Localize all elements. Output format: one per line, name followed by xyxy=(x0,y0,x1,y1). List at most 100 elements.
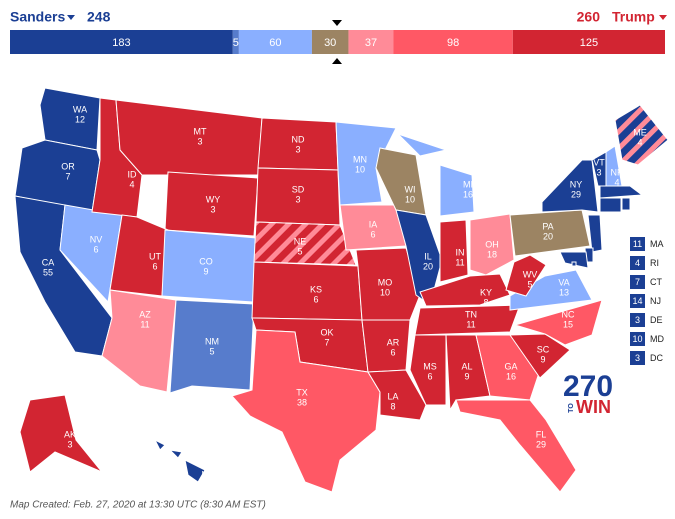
bar-label: 37 xyxy=(365,37,377,49)
small-state-abbr: DE xyxy=(650,315,663,325)
bar-label: 60 xyxy=(269,37,281,49)
logo-win: WIN xyxy=(576,397,611,417)
logo-to: TO xyxy=(568,403,575,413)
small-state-votes: 11 xyxy=(633,239,642,249)
state-abbr: HI xyxy=(202,469,211,479)
state-abbr: AL xyxy=(461,361,472,371)
state-abbr: AZ xyxy=(139,309,151,319)
right-total: 260 xyxy=(577,9,601,25)
state-abbr: VT xyxy=(593,157,605,167)
small-state-box xyxy=(630,275,645,289)
dropdown-icon[interactable] xyxy=(67,15,75,20)
state-votes: 7 xyxy=(65,171,70,181)
state-votes: 29 xyxy=(571,189,581,199)
state-abbr: GA xyxy=(504,361,517,371)
state-votes: 3 xyxy=(596,167,601,177)
state-abbr: MI xyxy=(463,179,473,189)
state-abbr: OH xyxy=(485,239,499,249)
state-votes: 3 xyxy=(210,204,215,214)
small-state-box xyxy=(630,351,645,365)
right-candidate[interactable]: Trump xyxy=(612,9,655,25)
small-state-votes: 10 xyxy=(632,334,642,344)
small-state-votes: 7 xyxy=(635,277,640,287)
state-shape xyxy=(614,104,669,166)
state-abbr: LA xyxy=(387,391,398,401)
state-shape xyxy=(367,369,427,421)
dropdown-icon[interactable] xyxy=(659,15,667,20)
state-votes: 7 xyxy=(324,337,329,347)
state-votes: 6 xyxy=(152,261,157,271)
state-shape xyxy=(509,269,593,311)
state-votes: 20 xyxy=(423,261,433,271)
state-votes: 5 xyxy=(209,346,214,356)
state-votes: 11 xyxy=(140,319,149,329)
state-votes: 55 xyxy=(43,267,53,277)
left-total: 248 xyxy=(87,9,111,25)
state-votes: 10 xyxy=(405,194,415,204)
bar-segment xyxy=(10,30,233,54)
small-state-box xyxy=(630,237,645,251)
left-candidate[interactable]: Sanders xyxy=(10,9,65,25)
bar-label: 183 xyxy=(112,37,130,49)
state-abbr: NE xyxy=(294,236,307,246)
state-abbr: NH xyxy=(611,167,624,177)
small-state-votes: 3 xyxy=(635,353,640,363)
state-abbr: AK xyxy=(64,429,76,439)
state-votes: 6 xyxy=(390,347,395,357)
state-shape xyxy=(231,329,381,493)
state-shape xyxy=(184,459,206,483)
small-state-abbr: CT xyxy=(650,277,662,287)
state-shape xyxy=(599,185,644,199)
state-votes: 6 xyxy=(313,294,318,304)
state-votes: 29 xyxy=(536,439,546,449)
bar-segment xyxy=(512,30,665,54)
state-abbr: MN xyxy=(353,154,367,164)
state-abbr: CA xyxy=(42,257,55,267)
state-shape xyxy=(169,299,255,394)
state-abbr: SD xyxy=(292,184,305,194)
footer-note: Map Created: Feb. 27, 2020 at 13:30 UTC … xyxy=(10,500,266,511)
state-votes: 18 xyxy=(487,249,497,259)
state-shape xyxy=(419,273,511,307)
state-votes: 20 xyxy=(543,231,553,241)
state-shape xyxy=(469,213,515,276)
state-shape xyxy=(571,261,577,267)
state-votes: 16 xyxy=(506,371,516,381)
state-shape xyxy=(475,334,541,401)
state-votes: 11 xyxy=(466,319,475,329)
small-state-abbr: MD xyxy=(650,334,664,344)
state-abbr: VA xyxy=(558,277,569,287)
state-shape xyxy=(513,299,603,346)
state-abbr: IA xyxy=(369,219,378,229)
bar-segment xyxy=(232,30,239,54)
state-abbr: WV xyxy=(523,269,538,279)
bar-segment xyxy=(311,30,349,54)
small-state-votes: 4 xyxy=(635,258,640,268)
state-votes: 3 xyxy=(67,439,72,449)
state-shape xyxy=(439,164,475,217)
state-abbr: WA xyxy=(73,104,87,114)
bar-segment xyxy=(238,30,312,54)
state-abbr: OK xyxy=(320,327,333,337)
state-shape xyxy=(455,399,577,493)
small-state-abbr: DC xyxy=(650,353,663,363)
state-abbr: ND xyxy=(292,134,305,144)
state-abbr: MT xyxy=(194,126,207,136)
bar-label: 30 xyxy=(324,37,336,49)
state-abbr: KS xyxy=(310,284,322,294)
state-shape xyxy=(19,394,103,473)
state-abbr: IL xyxy=(424,251,432,261)
state-votes: 4 xyxy=(637,137,642,147)
midpoint-marker xyxy=(332,58,342,64)
state-shape xyxy=(559,251,589,269)
midpoint-marker xyxy=(332,20,342,26)
states: WA12OR7CA55NV6ID4MT3WY3UT6AZ11CO9NM5ND3S… xyxy=(14,87,669,493)
logo: 270 TO WIN xyxy=(563,370,613,417)
state-shape xyxy=(168,449,183,459)
state-votes: 16 xyxy=(463,189,473,199)
state-votes: 5 xyxy=(297,246,302,256)
state-votes: 10 xyxy=(355,164,365,174)
state-shape xyxy=(541,159,599,213)
state-abbr: NY xyxy=(570,179,583,189)
